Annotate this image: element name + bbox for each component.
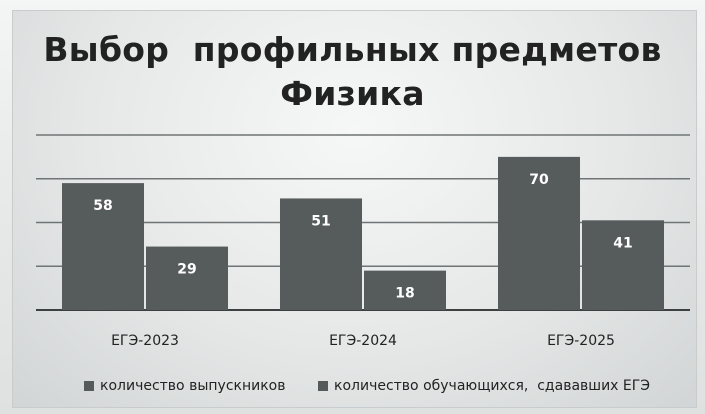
bar-exam-takers [364, 270, 446, 310]
x-tick-label: ЕГЭ-2024 [329, 333, 397, 349]
data-label: 29 [177, 262, 196, 278]
legend-label-exam-takers: количество обучающихся, сдававших ЕГЭ [334, 378, 651, 394]
bar-exam-takers [146, 246, 228, 310]
bar-exam-takers [582, 220, 664, 310]
chart-title-line-2: Физика [280, 74, 425, 113]
legend-swatch-graduates [84, 381, 94, 391]
legend-swatch-exam-takers [318, 381, 328, 391]
legend-item-graduates: количество выпускников [84, 378, 286, 394]
data-label: 70 [529, 172, 549, 188]
legend-item-exam-takers: количество обучающихся, сдававших ЕГЭ [318, 378, 650, 394]
x-tick-label: ЕГЭ-2025 [547, 333, 615, 349]
data-label: 41 [613, 235, 632, 251]
chart-title-line-1: Выбор профильных предметов [43, 30, 662, 69]
bar-graduates [62, 183, 144, 310]
data-label: 18 [395, 286, 414, 302]
bar-graduates [280, 198, 362, 310]
data-label: 51 [311, 213, 330, 229]
chart-title: Выбор профильных предметов Физика [0, 28, 705, 116]
legend-label-graduates: количество выпускников [100, 378, 286, 394]
data-label: 58 [93, 198, 112, 214]
x-tick-label: ЕГЭ-2023 [111, 333, 179, 349]
bar-graduates [498, 156, 580, 310]
